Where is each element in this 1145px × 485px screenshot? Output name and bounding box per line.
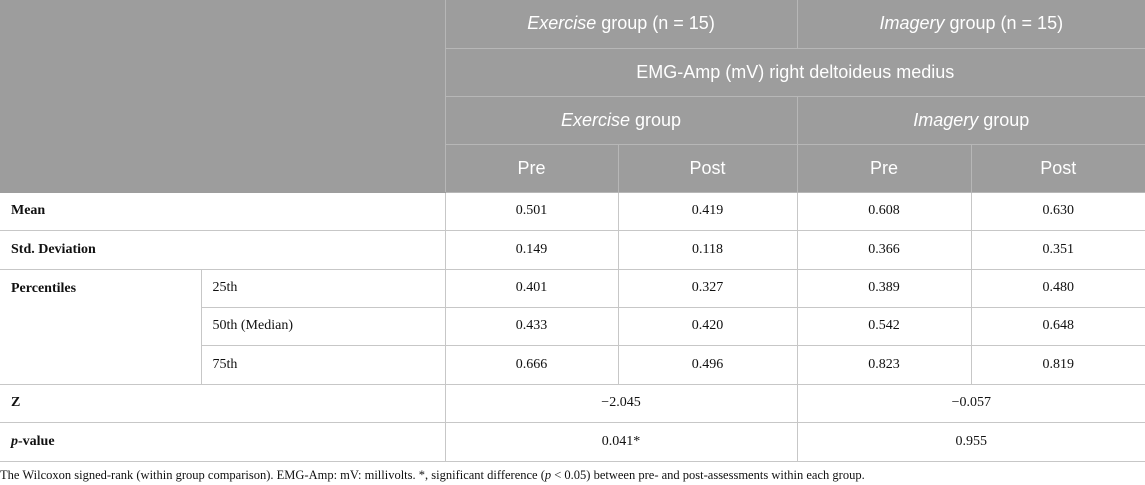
cell-imagery-pre: 0.542 (797, 307, 972, 346)
row-percentile-75th: 75th 0.666 0.496 0.823 0.819 (0, 345, 1145, 385)
row-sublabel: 25th (201, 269, 446, 308)
cell-exercise-pre: 0.433 (445, 307, 619, 346)
cell-exercise-z: −2.045 (445, 384, 798, 423)
header-imagery-post: Post (971, 144, 1145, 193)
header-row-measure: EMG-Amp (mV) right deltoideus medius (0, 48, 1145, 97)
row-percentile-25th: Percentiles 25th 0.401 0.327 0.389 0.480 (0, 269, 1145, 385)
cell-imagery-z: −0.057 (797, 384, 1145, 423)
cell-imagery-pre: 0.389 (797, 269, 972, 308)
cell-imagery-post: 0.819 (971, 345, 1145, 385)
row-label-percentiles: Percentiles (0, 269, 202, 385)
cell-imagery-pre: 0.608 (797, 192, 972, 231)
header-exercise-pre: Pre (445, 144, 619, 193)
row-label: Mean (0, 192, 446, 231)
cell-exercise-post: 0.327 (618, 269, 798, 308)
row-label: Z (0, 384, 446, 423)
header-row-groups: Exercise group (n = 15) Imagery group (n… (0, 0, 1145, 193)
header-measure: EMG-Amp (mV) right deltoideus medius (445, 48, 1145, 97)
row-std-deviation: Std. Deviation 0.149 0.118 0.366 0.351 (0, 230, 1145, 270)
results-table: Exercise group (n = 15) Imagery group (n… (0, 0, 1145, 462)
cell-exercise-pre: 0.401 (445, 269, 619, 308)
cell-exercise-post: 0.420 (618, 307, 798, 346)
header-exercise-group: Exercise group (445, 96, 798, 145)
table-footnote: The Wilcoxon signed-rank (within group c… (0, 468, 865, 482)
cell-imagery-post: 0.648 (971, 307, 1145, 346)
cell-exercise-post: 0.419 (618, 192, 798, 231)
cell-exercise-pre: 0.501 (445, 192, 619, 231)
cell-imagery-post: 0.351 (971, 230, 1145, 270)
row-p-value: p-value 0.041* 0.955 (0, 422, 1145, 462)
row-mean: Mean 0.501 0.419 0.608 0.630 (0, 192, 1145, 231)
header-corner-cell (0, 0, 446, 193)
header-exercise-group-n: Exercise group (n = 15) (445, 0, 798, 49)
header-row-timepoints: Pre Post Pre Post (0, 144, 1145, 193)
row-label: p-value (0, 422, 446, 462)
cell-imagery-pre: 0.823 (797, 345, 972, 385)
cell-exercise-pre: 0.666 (445, 345, 619, 385)
header-row-subgroups: Exercise group Imagery group (0, 96, 1145, 145)
cell-imagery-pre: 0.366 (797, 230, 972, 270)
row-sublabel: 50th (Median) (201, 307, 446, 346)
cell-imagery-post: 0.480 (971, 269, 1145, 308)
row-percentile-50th: 50th (Median) 0.433 0.420 0.542 0.648 (0, 307, 1145, 346)
header-imagery-group: Imagery group (797, 96, 1145, 145)
cell-imagery-p: 0.955 (797, 422, 1145, 462)
row-label: Std. Deviation (0, 230, 446, 270)
cell-exercise-p: 0.041* (445, 422, 798, 462)
cell-exercise-post: 0.118 (618, 230, 798, 270)
cell-exercise-pre: 0.149 (445, 230, 619, 270)
row-sublabel: 75th (201, 345, 446, 385)
cell-imagery-post: 0.630 (971, 192, 1145, 231)
header-imagery-pre: Pre (797, 144, 972, 193)
header-exercise-post: Post (618, 144, 798, 193)
header-imagery-group-n: Imagery group (n = 15) (797, 0, 1145, 49)
cell-exercise-post: 0.496 (618, 345, 798, 385)
row-z: Z −2.045 −0.057 (0, 384, 1145, 423)
